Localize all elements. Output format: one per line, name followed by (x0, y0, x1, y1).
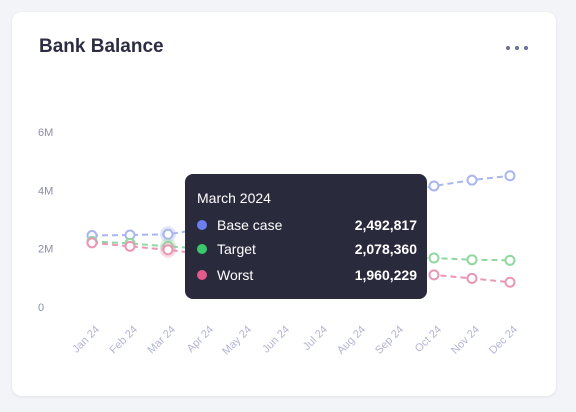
data-point (162, 228, 174, 240)
data-point (504, 170, 516, 182)
data-point (466, 174, 478, 186)
tooltip-series-value: 1,960,229 (354, 267, 417, 283)
legend-dot-icon (197, 270, 207, 280)
tooltip-series-name: Base case (217, 217, 283, 233)
legend-dot-icon (197, 220, 207, 230)
x-tick-label: Jul 24 (301, 324, 330, 353)
x-tick-label: Jan 24 (70, 324, 102, 356)
data-point (466, 254, 478, 266)
chart-tooltip: March 2024 Base case 2,492,817 Target 2,… (185, 174, 427, 299)
y-tick-label: 2M (38, 244, 53, 256)
tooltip-series-name: Target (217, 241, 256, 257)
tooltip-row-target: Target 2,078,360 (197, 240, 417, 258)
data-point (428, 252, 440, 264)
legend-dot-icon (197, 244, 207, 254)
x-tick-label: Sep 24 (373, 324, 406, 357)
y-tick-label: 6M (38, 127, 53, 139)
y-tick-label: 0 (38, 302, 44, 314)
data-point (162, 244, 174, 256)
x-tick-label: May 24 (220, 324, 254, 358)
x-tick-label: Nov 24 (449, 324, 482, 357)
more-options-button[interactable] (506, 40, 528, 56)
x-tick-label: Mar 24 (145, 324, 178, 357)
x-tick-label: Feb 24 (107, 324, 140, 357)
data-point (86, 237, 98, 249)
y-tick-label: 4M (38, 185, 53, 197)
tooltip-row-base-case: Base case 2,492,817 (197, 216, 417, 234)
data-point (466, 272, 478, 284)
x-tick-label: Oct 24 (413, 324, 444, 355)
tooltip-series-value: 2,078,360 (354, 241, 417, 257)
data-point (124, 240, 136, 252)
card-title: Bank Balance (39, 36, 164, 57)
tooltip-title: March 2024 (197, 190, 271, 206)
more-horizontal-icon (515, 46, 519, 50)
more-horizontal-icon (506, 46, 510, 50)
x-tick-label: Apr 24 (185, 324, 216, 355)
data-point (504, 254, 516, 266)
more-horizontal-icon (524, 46, 528, 50)
x-tick-label: Jun 24 (260, 324, 292, 356)
x-tick-label: Dec 24 (487, 324, 520, 357)
tooltip-series-name: Worst (217, 267, 254, 283)
x-tick-label: Aug 24 (335, 324, 368, 357)
tooltip-row-worst: Worst 1,960,229 (197, 266, 417, 284)
tooltip-series-value: 2,492,817 (354, 217, 417, 233)
data-point (428, 269, 440, 281)
data-point (504, 276, 516, 288)
data-point (428, 180, 440, 192)
